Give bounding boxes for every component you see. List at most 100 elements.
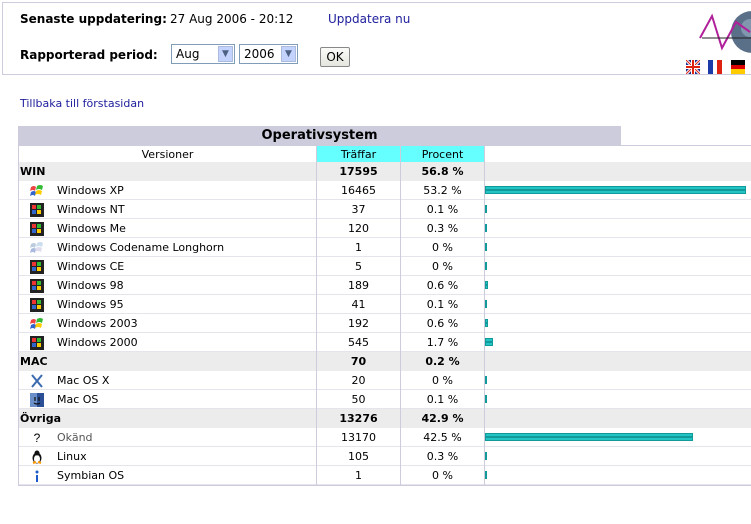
os-hits: 545 bbox=[348, 336, 369, 349]
back-to-home-link[interactable]: Tillbaka till förstasidan bbox=[20, 97, 145, 110]
os-percent: 53.2 % bbox=[423, 184, 462, 197]
group-percent: 56.8 % bbox=[421, 165, 464, 178]
os-percent: 0.1 % bbox=[426, 393, 459, 406]
col-percent-header: Procent bbox=[401, 146, 484, 162]
windows-flag-icon bbox=[29, 278, 45, 293]
row-divider bbox=[18, 199, 751, 200]
group-percent: 0.2 % bbox=[425, 355, 460, 368]
table-row: ? Okänd 13170 42.5 % bbox=[18, 428, 751, 447]
os-hits: 1 bbox=[355, 241, 362, 254]
os-name: Windows 2000 bbox=[57, 336, 138, 349]
table-row: Windows 2000 545 1.7 % bbox=[18, 333, 751, 352]
table-title: Operativsystem bbox=[18, 126, 621, 145]
table-row: Linux 105 0.3 % bbox=[18, 447, 751, 466]
percent-bar bbox=[485, 380, 487, 384]
os-hits: 192 bbox=[348, 317, 369, 330]
hits-bar bbox=[485, 186, 746, 190]
group-name: MAC bbox=[20, 355, 48, 368]
os-hits: 16465 bbox=[341, 184, 376, 197]
hits-bar bbox=[485, 224, 487, 228]
percent-bar bbox=[485, 266, 487, 270]
os-name: Mac OS X bbox=[57, 374, 110, 387]
os-hits: 20 bbox=[351, 374, 366, 387]
hits-bar bbox=[485, 452, 487, 456]
os-hits: 50 bbox=[351, 393, 366, 406]
ok-button[interactable]: OK bbox=[320, 47, 350, 67]
symbian-info-icon bbox=[29, 468, 45, 483]
row-divider bbox=[18, 218, 751, 219]
windows-longhorn-icon bbox=[29, 240, 45, 255]
table-row: Mac OS 50 0.1 % bbox=[18, 390, 751, 409]
os-name: Windows NT bbox=[57, 203, 125, 216]
os-percent: 0 % bbox=[432, 469, 453, 482]
unknown-icon: ? bbox=[29, 430, 45, 445]
update-now-link[interactable]: Uppdatera nu bbox=[328, 12, 411, 26]
french-flag-icon[interactable] bbox=[708, 60, 722, 74]
os-hits: 5 bbox=[355, 260, 362, 273]
hits-bar bbox=[485, 376, 487, 380]
last-update-value: 27 Aug 2006 - 20:12 bbox=[170, 12, 294, 26]
os-name: Windows CE bbox=[57, 260, 125, 273]
hits-bar bbox=[485, 319, 488, 323]
last-update-label: Senaste uppdatering: bbox=[20, 12, 167, 26]
table-header-row: Versioner Träffar Procent bbox=[18, 145, 751, 163]
hits-bar bbox=[485, 471, 487, 475]
os-percent: 0 % bbox=[432, 374, 453, 387]
windows-xp-icon bbox=[29, 183, 45, 198]
percent-bar bbox=[485, 209, 487, 213]
year-select[interactable]: 2006 ▼ bbox=[239, 44, 298, 64]
os-hits: 105 bbox=[348, 450, 369, 463]
row-divider bbox=[18, 351, 751, 352]
windows-flag-icon bbox=[29, 202, 45, 217]
column-divider bbox=[316, 145, 317, 485]
english-flag-icon[interactable] bbox=[686, 60, 700, 74]
german-flag-icon[interactable] bbox=[731, 60, 745, 74]
month-select[interactable]: Aug ▼ bbox=[171, 44, 235, 64]
row-divider bbox=[18, 294, 751, 295]
hits-bar bbox=[485, 300, 487, 304]
os-hits: 13170 bbox=[341, 431, 376, 444]
mac-os-x-icon bbox=[29, 373, 45, 388]
windows-flag-icon bbox=[29, 221, 45, 236]
os-name: Symbian OS bbox=[57, 469, 125, 482]
hits-bar bbox=[485, 338, 493, 342]
os-name: Okänd bbox=[57, 431, 93, 444]
os-hits: 41 bbox=[351, 298, 366, 311]
percent-bar bbox=[485, 304, 487, 308]
percent-bar bbox=[485, 323, 488, 327]
windows-flag-icon bbox=[29, 259, 45, 274]
os-hits: 120 bbox=[348, 222, 369, 235]
os-percent: 0 % bbox=[432, 260, 453, 273]
row-divider bbox=[18, 237, 751, 238]
os-name: Mac OS bbox=[57, 393, 99, 406]
linux-tux-icon bbox=[29, 449, 45, 464]
table-row: Windows XP 16465 53.2 % bbox=[18, 181, 751, 200]
percent-bar bbox=[485, 228, 487, 232]
percent-bar bbox=[485, 342, 493, 346]
os-name: Windows 2003 bbox=[57, 317, 138, 330]
hits-bar bbox=[485, 262, 487, 266]
percent-bar bbox=[485, 285, 488, 289]
col-hits-header: Träffar bbox=[317, 146, 400, 162]
os-percent: 0 % bbox=[432, 241, 453, 254]
os-name: Windows XP bbox=[57, 184, 124, 197]
os-percent: 0.1 % bbox=[426, 203, 459, 216]
row-divider bbox=[18, 256, 751, 257]
windows-xp-icon bbox=[29, 316, 45, 331]
report-header-panel: Senaste uppdatering: 27 Aug 2006 - 20:12… bbox=[2, 2, 751, 75]
percent-bar bbox=[485, 190, 746, 194]
table-row: Windows CE 5 0 % bbox=[18, 257, 751, 276]
table-row: Windows NT 37 0.1 % bbox=[18, 200, 751, 219]
row-divider bbox=[18, 313, 751, 314]
group-row: Övriga 13276 42.9 % bbox=[18, 409, 751, 428]
os-percent: 0.3 % bbox=[426, 450, 459, 463]
group-hits: 70 bbox=[350, 355, 367, 368]
percent-bar bbox=[485, 437, 693, 441]
group-hits: 17595 bbox=[339, 165, 378, 178]
row-divider bbox=[18, 484, 751, 485]
hits-bar bbox=[485, 433, 693, 437]
percent-bar bbox=[485, 456, 487, 460]
year-select-value: 2006 bbox=[244, 47, 275, 61]
percent-bar bbox=[485, 475, 487, 479]
os-name: Windows 98 bbox=[57, 279, 124, 292]
